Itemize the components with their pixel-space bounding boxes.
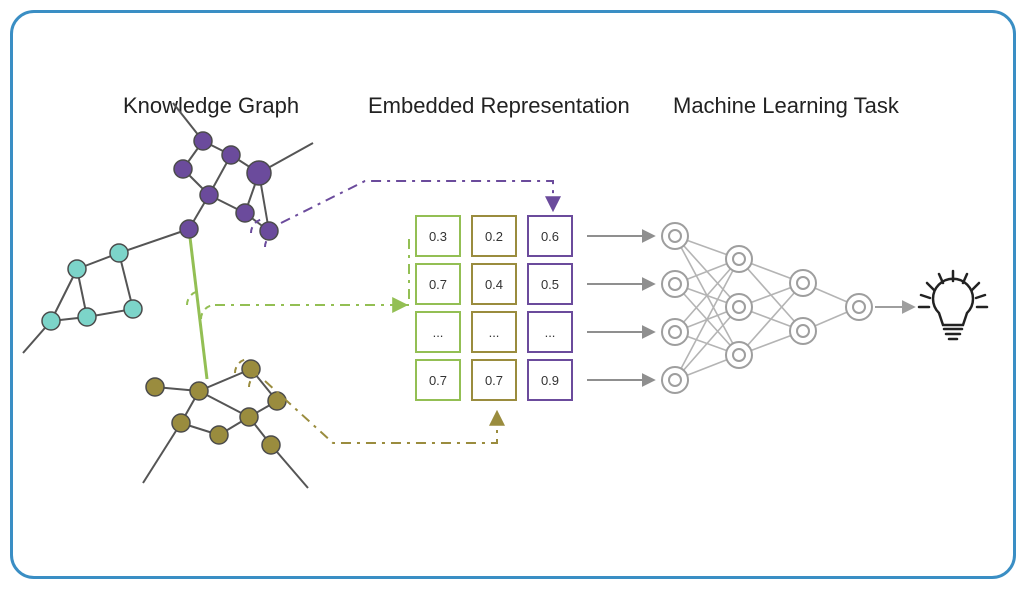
lightbulb-icon [919, 271, 987, 339]
diagram-frame: Knowledge Graph Embedded Representation … [10, 10, 1016, 579]
lightbulb-icon [13, 13, 1013, 576]
